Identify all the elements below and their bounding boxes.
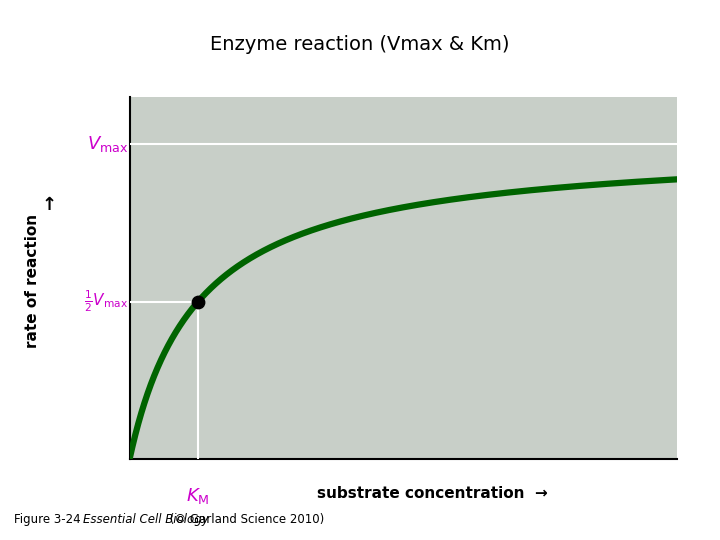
Text: (© Garland Science 2010): (© Garland Science 2010) xyxy=(166,514,324,526)
Text: $\mathit{V}_{\mathrm{max}}$: $\mathit{V}_{\mathrm{max}}$ xyxy=(86,134,128,154)
Point xyxy=(192,298,204,306)
Text: $\frac{1}{2}\mathit{V}_{\mathrm{max}}$: $\frac{1}{2}\mathit{V}_{\mathrm{max}}$ xyxy=(84,289,128,314)
Text: rate of reaction: rate of reaction xyxy=(25,214,40,348)
Text: substrate concentration  →: substrate concentration → xyxy=(317,486,547,501)
Text: ↑: ↑ xyxy=(41,196,57,214)
Text: Figure 3-24: Figure 3-24 xyxy=(14,514,89,526)
Text: $\mathit{K}_{\mathrm{M}}$: $\mathit{K}_{\mathrm{M}}$ xyxy=(186,486,210,506)
Text: Essential Cell Biology: Essential Cell Biology xyxy=(83,514,209,526)
Text: Enzyme reaction (Vmax & Km): Enzyme reaction (Vmax & Km) xyxy=(210,35,510,54)
